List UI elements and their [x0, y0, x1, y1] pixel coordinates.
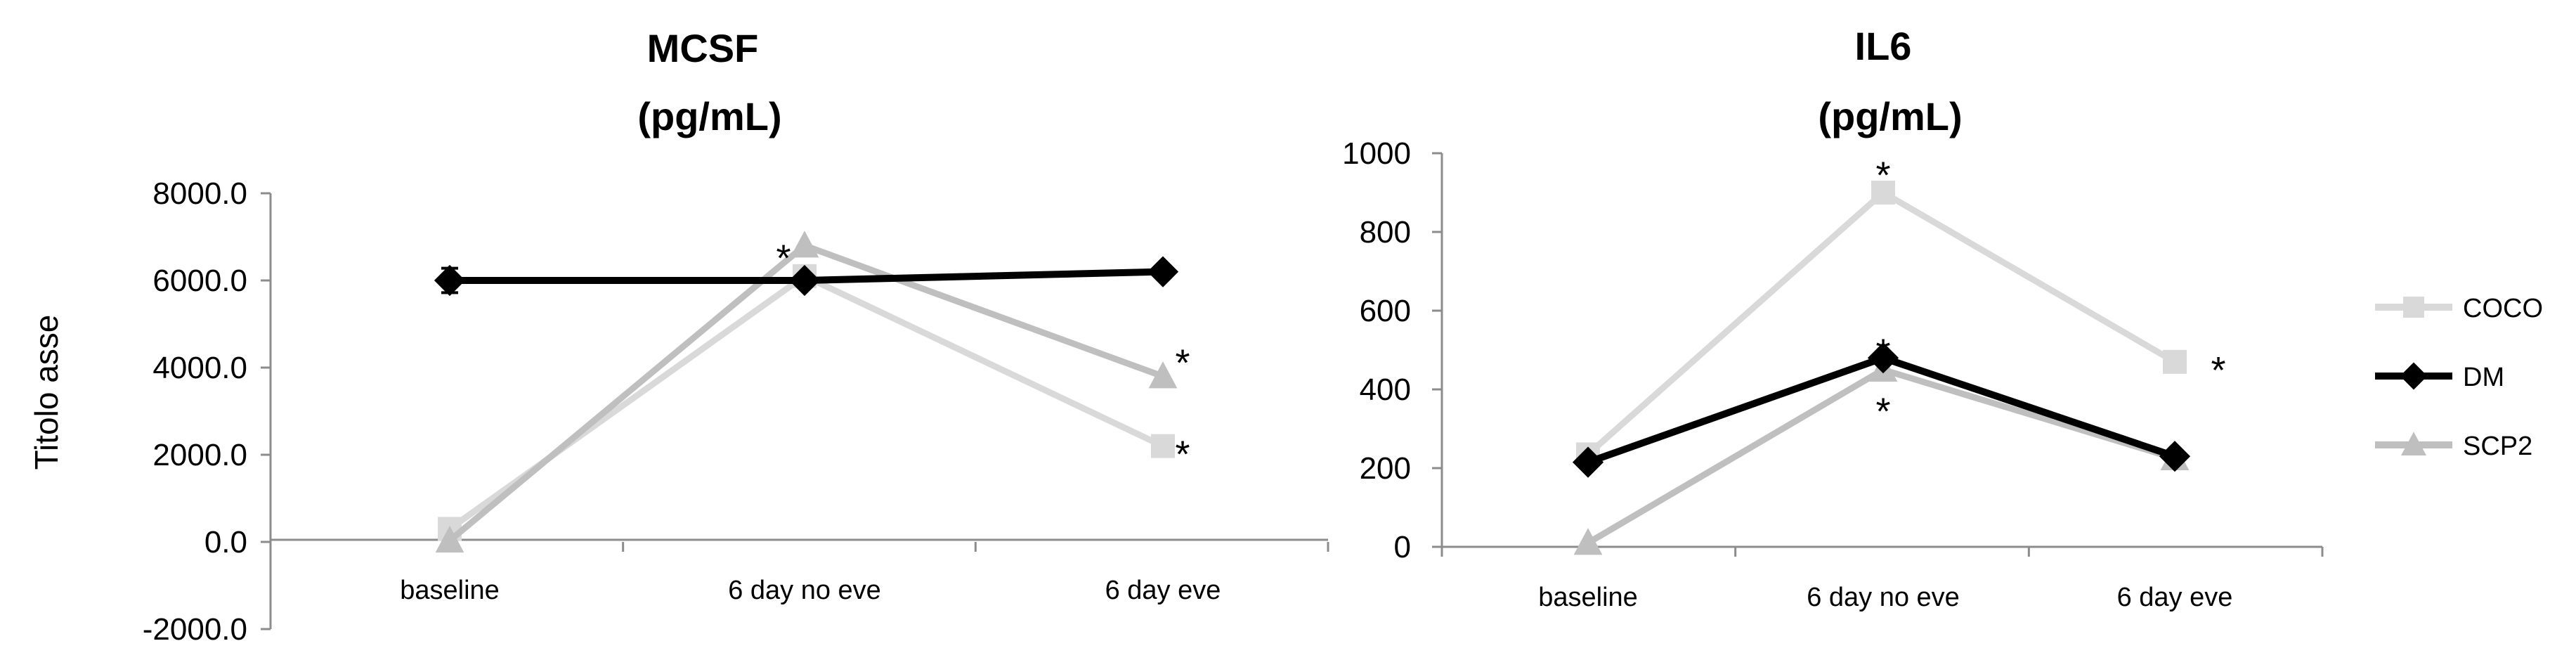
mcsf-y-tick-label: -2000.0 [143, 612, 247, 647]
il6-title-line2: (pg/mL) [1818, 94, 1962, 138]
mcsf-y-tick-label: 2000.0 [152, 438, 247, 472]
il6-point-dm [1867, 342, 1899, 374]
mcsf-y-tick-label: 6000.0 [152, 264, 247, 298]
legend-marker-coco [2403, 297, 2424, 318]
legend-marker-dm [2400, 362, 2428, 390]
legend-item-scp2: SCP2 [2375, 432, 2532, 461]
mcsf-y-tick-label: 8000.0 [152, 176, 247, 211]
mcsf-point-scp2 [790, 231, 819, 258]
mcsf-significance-asterisk: * [1175, 434, 1190, 476]
il6-y-tick-label: 200 [1360, 451, 1411, 486]
il6-y-tick-label: 600 [1360, 294, 1411, 328]
mcsf-y-axis-label: Titolo asse [28, 315, 65, 470]
mcsf-title-line2: (pg/mL) [637, 94, 781, 138]
mcsf-point-scp2 [435, 525, 464, 553]
il6-significance-asterisk: * [1875, 391, 1890, 433]
mcsf-y-tick-label: 0.0 [204, 525, 247, 559]
mcsf-point-dm [1147, 256, 1179, 287]
il6-significance-asterisk: * [1875, 332, 1890, 374]
il6-point-dm [2159, 441, 2191, 472]
mcsf-point-scp2 [1148, 361, 1178, 389]
il6-y-ticks: 0 200 400 600 800 1000 [1342, 136, 1442, 564]
il6-title-line1: IL6 [1855, 24, 1912, 68]
mcsf-point-dm [434, 264, 466, 297]
legend: COCO DM SCP2 [2375, 294, 2543, 461]
mcsf-point-coco [1151, 434, 1175, 458]
legend-label: DM [2463, 363, 2504, 392]
mcsf-significance-asterisk: * [776, 238, 791, 280]
mcsf-y-ticks: -2000.0 0.0 2000.0 4000.0 6000.0 8000.0 [143, 176, 271, 647]
il6-x-category-label: 6 day eve [2117, 583, 2233, 612]
legend-marker-scp2 [2401, 432, 2426, 455]
mcsf-annotations: * * * [776, 238, 1190, 476]
legend-label: SCP2 [2463, 432, 2532, 461]
il6-x-category-label: 6 day no eve [1807, 583, 1960, 612]
mcsf-point-dm [788, 264, 821, 297]
il6-chart: IL6 (pg/mL) 0 200 400 600 800 1000 baseline 6 … [1342, 24, 2324, 612]
il6-point-coco [2163, 349, 2187, 374]
mcsf-series-line-coco [448, 273, 1164, 532]
il6-significance-asterisk: * [1875, 155, 1890, 197]
il6-x-categories: baseline 6 day no eve 6 day eve [1440, 547, 2324, 612]
legend-label: COCO [2463, 294, 2543, 323]
il6-y-tick-label: 800 [1360, 215, 1411, 250]
il6-significance-asterisk: * [2211, 349, 2225, 392]
il6-annotations: * * * * [1875, 155, 2225, 433]
il6-point-scp2 [1573, 528, 1603, 555]
mcsf-title-line1: MCSF [647, 26, 759, 70]
mcsf-series [434, 231, 1179, 553]
il6-y-tick-label: 0 [1394, 530, 1411, 564]
il6-y-tick-label: 1000 [1342, 136, 1411, 171]
mcsf-significance-asterisk: * [1175, 342, 1190, 384]
mcsf-x-category-label: 6 day no eve [728, 576, 881, 605]
mcsf-x-categories: baseline 6 day no eve 6 day eve [269, 542, 1329, 605]
il6-series [1572, 181, 2191, 555]
mcsf-x-category-label: 6 day eve [1105, 576, 1221, 605]
il6-point-coco [1871, 181, 1895, 205]
mcsf-x-category-label: baseline [400, 576, 500, 605]
legend-item-dm: DM [2375, 362, 2504, 392]
mcsf-y-tick-label: 4000.0 [152, 351, 247, 385]
il6-point-dm [1572, 446, 1604, 478]
mcsf-chart: MCSF (pg/mL) Titolo asse -2000.0 0.0 2000.… [28, 26, 1329, 647]
legend-item-coco: COCO [2375, 294, 2543, 323]
il6-y-tick-label: 400 [1360, 373, 1411, 407]
il6-x-category-label: baseline [1538, 583, 1638, 612]
